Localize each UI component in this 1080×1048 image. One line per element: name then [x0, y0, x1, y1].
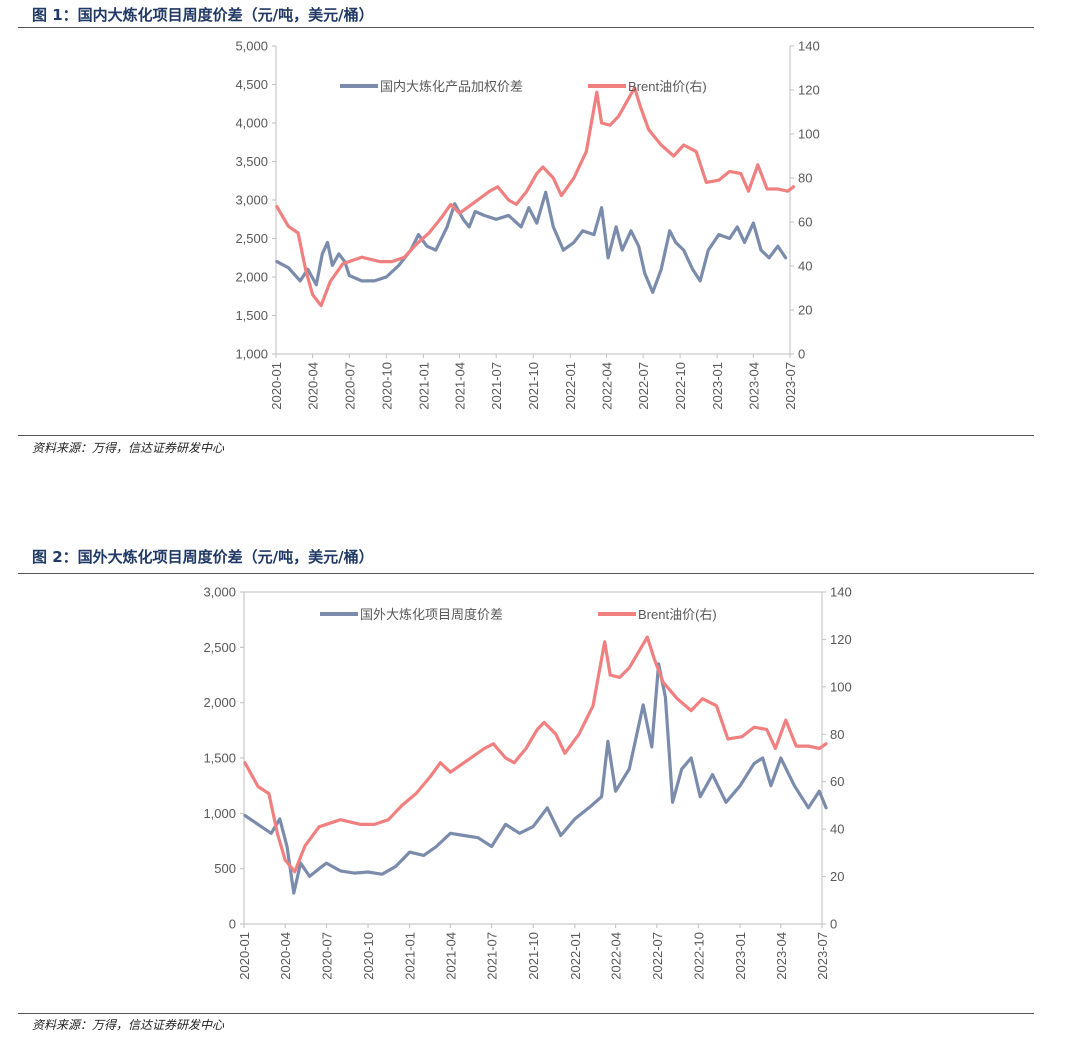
series-line-1: [243, 662, 828, 895]
y-tick-label: 2,500: [235, 231, 268, 246]
y2-tick-label: 20: [830, 869, 844, 884]
x-tick-label: 2020-10: [379, 362, 394, 410]
y2-tick-label: 100: [830, 679, 852, 694]
x-tick-label: 2020-04: [278, 932, 293, 980]
y2-tick-label: 60: [798, 215, 812, 230]
x-tick-label: 2023-04: [746, 362, 761, 410]
x-tick-label: 2023-07: [815, 932, 830, 980]
y2-tick-label: 60: [830, 774, 844, 789]
y-tick-label: 2,000: [235, 270, 268, 285]
x-tick-label: 2022-01: [563, 362, 578, 410]
x-tick-label: 2021-04: [443, 932, 458, 980]
x-tick-label: 2022-07: [650, 932, 665, 980]
figure-2-title: 图 2：国外大炼化项目周度价差（元/吨，美元/桶）: [32, 548, 374, 566]
x-tick-label: 2022-10: [691, 932, 706, 980]
y2-tick-label: 120: [830, 632, 852, 647]
series-line-1: [275, 190, 788, 294]
figure-2-bottom-rule: [18, 1013, 1034, 1014]
y-tick-label: 2,000: [203, 695, 236, 710]
x-tick-label: 2022-10: [673, 362, 688, 410]
legend-label-2: Brent油价(右): [638, 607, 717, 622]
y2-tick-label: 0: [798, 347, 805, 362]
x-tick-label: 2022-07: [636, 362, 651, 410]
x-tick-label: 2022-04: [609, 932, 624, 980]
y2-tick-label: 20: [798, 303, 812, 318]
x-tick-label: 2022-01: [568, 932, 583, 980]
y-tick-label: 500: [214, 861, 236, 876]
x-tick-label: 2021-10: [526, 932, 541, 980]
chart-2: 0 500 1,000 1,500 2,000 2,500 3,000 0 20 40 60 80 10…: [203, 585, 852, 980]
y-tick-label: 1,500: [235, 308, 268, 323]
x-tick-label: 2021-01: [416, 362, 431, 410]
figure-1-source: 资料来源：万得，信达证券研发中心: [32, 441, 225, 455]
x-tick-label: 2020-01: [237, 932, 252, 980]
x-tick-label: 2020-10: [361, 932, 376, 980]
x-tick-label: 2020-04: [306, 362, 321, 410]
figure-1-title: 图 1：国内大炼化项目周度价差（元/吨，美元/桶）: [32, 6, 374, 24]
y-tick-label: 0: [229, 917, 236, 932]
y-tick-label: 1,000: [235, 347, 268, 362]
x-tick-label: 2021-01: [403, 932, 418, 980]
x-tick-label: 2023-04: [774, 932, 789, 980]
figure-2-source: 资料来源：万得，信达证券研发中心: [32, 1018, 225, 1032]
y2-tick-label: 0: [830, 917, 837, 932]
x-tick-label: 2022-04: [599, 362, 614, 410]
y2-tick-label: 80: [798, 171, 812, 186]
x-tick-label: 2023-07: [783, 362, 798, 410]
legend-label-1: 国外大炼化项目周度价差: [360, 607, 503, 622]
plot-frame: [243, 591, 823, 925]
y-tick-label: 4,500: [235, 77, 268, 92]
y-tick-label: 2,500: [203, 640, 236, 655]
chart-1: 1,000 1,500 2,000 2,500 3,000 3,500 4,000 4,500…: [235, 39, 820, 410]
y2-tick-label: 100: [798, 127, 820, 142]
figure-1-top-rule: [18, 27, 1034, 28]
x-tick-label: 2021-07: [489, 362, 504, 410]
series-line-2: [243, 635, 828, 874]
figure-1-bottom-rule: [18, 435, 1034, 436]
y-tick-label: 3,000: [203, 585, 236, 600]
x-tick-label: 2023-01: [733, 932, 748, 980]
figure-2-top-rule: [18, 573, 1034, 574]
x-tick-label: 2021-04: [453, 362, 468, 410]
x-tick-label: 2020-07: [319, 932, 334, 980]
y2-tick-label: 140: [798, 39, 820, 54]
y-tick-label: 4,000: [235, 116, 268, 131]
y2-tick-label: 120: [798, 83, 820, 98]
y-tick-label: 3,500: [235, 154, 268, 169]
x-tick-label: 2020-01: [269, 362, 284, 410]
x-tick-label: 2020-07: [342, 362, 357, 410]
y2-tick-label: 140: [830, 585, 852, 600]
x-tick-label: 2021-07: [485, 932, 500, 980]
x-tick-label: 2021-10: [526, 362, 541, 410]
series-line-2: [275, 86, 796, 308]
y-tick-label: 5,000: [235, 39, 268, 54]
y-tick-label: 1,000: [203, 806, 236, 821]
y2-tick-label: 40: [830, 822, 844, 837]
y-tick-label: 1,500: [203, 751, 236, 766]
x-tick-label: 2023-01: [710, 362, 725, 410]
y2-tick-label: 40: [798, 259, 812, 274]
y2-tick-label: 80: [830, 727, 844, 742]
legend-label-1: 国内大炼化产品加权价差: [380, 79, 523, 94]
legend-label-2: Brent油价(右): [628, 79, 707, 94]
y-tick-label: 3,000: [235, 193, 268, 208]
